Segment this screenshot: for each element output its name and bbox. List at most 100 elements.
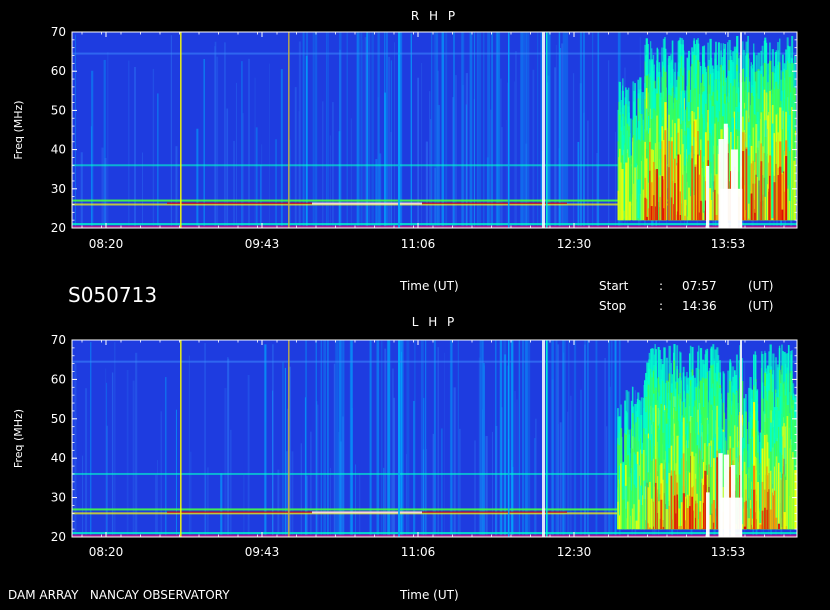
noise-streak — [579, 83, 582, 228]
burst-emission — [759, 463, 761, 530]
burst-emission — [687, 154, 691, 221]
noise-streak — [106, 382, 108, 537]
burst-emission — [764, 136, 767, 221]
noise-streak — [305, 475, 308, 537]
noise-streak — [315, 32, 318, 228]
burst-emission — [773, 490, 777, 530]
burst-emission — [700, 200, 702, 221]
burst-emission — [680, 502, 683, 530]
noise-streak — [402, 340, 404, 537]
noise-streak — [465, 73, 468, 228]
burst-emission — [747, 218, 750, 221]
noise-streak — [220, 473, 223, 537]
burst-emission — [647, 133, 650, 221]
burst-emission — [749, 508, 752, 530]
interference-band — [72, 203, 797, 206]
noise-streak — [414, 340, 416, 537]
saturation-spike — [723, 123, 728, 228]
x-tick-label: 09:43 — [245, 237, 280, 251]
noise-streak — [327, 340, 329, 537]
noise-streak — [387, 340, 390, 537]
noise-streak — [504, 354, 507, 537]
burst-emission — [652, 161, 655, 221]
noise-streak — [306, 32, 308, 228]
burst-emission — [694, 503, 696, 530]
noise-streak — [614, 340, 617, 537]
burst-emission — [689, 196, 691, 221]
noise-streak — [572, 73, 575, 228]
burst-emission — [644, 197, 647, 221]
noise-streak — [135, 352, 138, 537]
burst-emission — [766, 466, 768, 530]
burst-emission — [659, 196, 661, 221]
noise-streak — [255, 127, 258, 228]
burst-emission — [750, 163, 753, 221]
noise-streak — [503, 340, 507, 537]
noise-streak — [462, 85, 465, 229]
noise-streak — [157, 93, 159, 228]
burst-emission — [714, 189, 717, 221]
noise-streak — [476, 32, 479, 228]
noise-streak — [500, 78, 502, 228]
noise-streak — [298, 41, 301, 228]
noise-streak — [338, 32, 342, 228]
x-tick-label: 13:53 — [711, 237, 746, 251]
noise-streak — [429, 91, 431, 228]
noise-streak — [479, 340, 483, 537]
burst-emission — [689, 160, 692, 221]
burst-emission — [684, 215, 686, 221]
noise-streak — [604, 357, 606, 537]
burst-emission — [680, 525, 682, 530]
burst-emission — [788, 150, 791, 221]
burst-emission — [761, 481, 764, 530]
burst-emission — [651, 460, 654, 530]
noise-streak — [555, 340, 558, 537]
noise-streak — [366, 32, 368, 228]
noise-streak — [133, 66, 137, 229]
noise-streak — [339, 441, 342, 537]
burst-emission — [788, 200, 791, 221]
noise-streak — [387, 340, 391, 537]
noise-streak — [165, 377, 167, 537]
y-tick-label: 70 — [51, 25, 66, 39]
noise-streak — [486, 157, 489, 228]
noise-streak — [224, 388, 227, 537]
noise-streak — [453, 387, 456, 537]
burst-emission — [647, 487, 649, 530]
burst-emission — [764, 196, 767, 221]
noise-streak — [573, 340, 577, 537]
burst-emission — [779, 166, 782, 221]
burst-emission — [637, 218, 639, 221]
burst-emission — [661, 176, 664, 221]
noise-streak — [569, 395, 572, 537]
noise-streak — [80, 152, 83, 228]
noise-streak — [435, 32, 439, 228]
burst-emission — [676, 211, 679, 221]
noise-streak — [558, 32, 560, 228]
noise-streak — [294, 87, 297, 228]
noise-streak — [157, 460, 158, 537]
noise-streak — [384, 92, 387, 229]
noise-streak — [425, 340, 427, 537]
noise-streak — [214, 46, 216, 228]
noise-streak — [541, 164, 543, 228]
noise-streak — [444, 352, 445, 537]
noise-streak — [445, 32, 448, 228]
burst-emission — [771, 156, 773, 221]
noise-streak — [480, 473, 483, 537]
noise-streak — [563, 352, 565, 537]
noise-streak — [495, 340, 497, 537]
noise-streak — [170, 35, 172, 228]
burst-emission — [781, 174, 783, 221]
vertical-artifact — [546, 32, 548, 228]
noise-streak — [338, 131, 341, 228]
noise-streak — [433, 32, 435, 228]
burst-emission — [675, 513, 678, 530]
noise-streak — [511, 340, 514, 537]
noise-streak — [421, 63, 423, 228]
noise-streak — [491, 32, 494, 228]
noise-streak — [260, 164, 262, 228]
burst-emission — [787, 188, 789, 221]
noise-streak — [512, 466, 514, 537]
